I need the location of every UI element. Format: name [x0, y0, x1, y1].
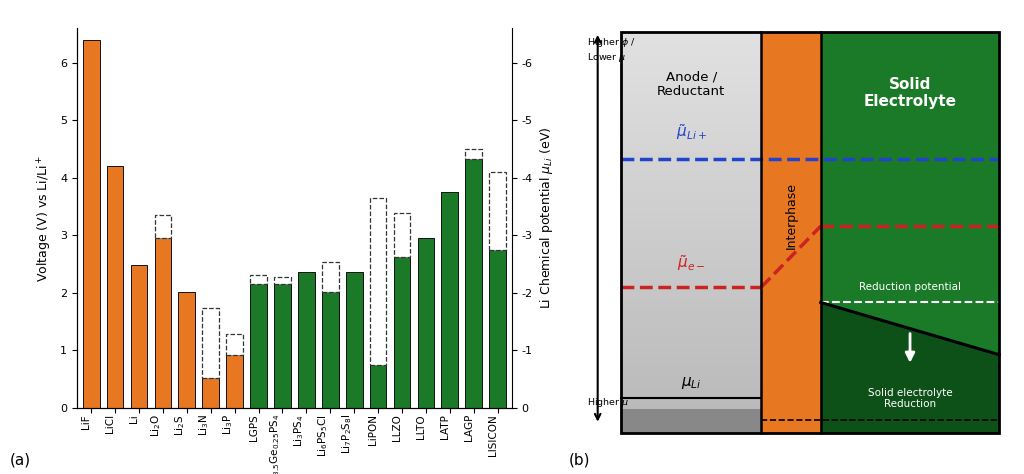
Bar [131, 265, 147, 408]
Y-axis label: Voltage (V) vs Li/Li$^+$: Voltage (V) vs Li/Li$^+$ [36, 155, 54, 282]
Bar [250, 283, 267, 408]
Bar [298, 272, 314, 408]
Text: $\tilde{\mu}_{Li+}$: $\tilde{\mu}_{Li+}$ [676, 122, 707, 142]
Bar [250, 275, 267, 283]
Bar [465, 149, 482, 159]
Bar [465, 159, 482, 408]
Bar [178, 292, 196, 408]
Bar [155, 238, 171, 408]
Bar [821, 32, 999, 433]
Y-axis label: Li Chemical potential $\mu_{Li}$ (eV): Li Chemical potential $\mu_{Li}$ (eV) [539, 127, 555, 309]
Text: $\tilde{\mu}_{e-}$: $\tilde{\mu}_{e-}$ [677, 253, 706, 273]
Polygon shape [821, 302, 999, 433]
Bar [322, 262, 339, 292]
Text: Interphase: Interphase [784, 182, 798, 249]
Text: (b): (b) [568, 453, 590, 467]
Bar [226, 356, 243, 408]
Bar [621, 32, 999, 433]
Bar [274, 277, 291, 284]
Text: Reduction potential: Reduction potential [859, 282, 962, 292]
Bar [274, 284, 291, 408]
Bar [226, 334, 243, 356]
Bar [393, 257, 411, 408]
Bar [393, 213, 411, 257]
Bar [370, 365, 386, 408]
Bar [83, 40, 99, 408]
Bar [203, 308, 219, 378]
Bar [203, 378, 219, 408]
Bar [106, 166, 124, 408]
Bar [761, 32, 821, 433]
Bar [322, 292, 339, 408]
Bar [489, 172, 506, 250]
Bar [441, 192, 458, 408]
Bar [621, 409, 761, 433]
Bar [370, 198, 386, 365]
Text: Solid electrolyte
Reduction: Solid electrolyte Reduction [867, 388, 952, 409]
Bar [346, 272, 362, 408]
Text: Higher $\phi$ /
Lower $\mu$: Higher $\phi$ / Lower $\mu$ [587, 36, 636, 64]
Text: $\mu_{Li}$: $\mu_{Li}$ [681, 375, 701, 391]
Bar [155, 215, 171, 238]
Text: (a): (a) [10, 453, 32, 467]
Bar [418, 238, 434, 408]
Text: Anode /
Reductant: Anode / Reductant [657, 70, 725, 99]
Bar [489, 250, 506, 408]
Text: Higher $\mu$: Higher $\mu$ [587, 396, 630, 409]
Text: Solid
Electrolyte: Solid Electrolyte [863, 77, 956, 109]
